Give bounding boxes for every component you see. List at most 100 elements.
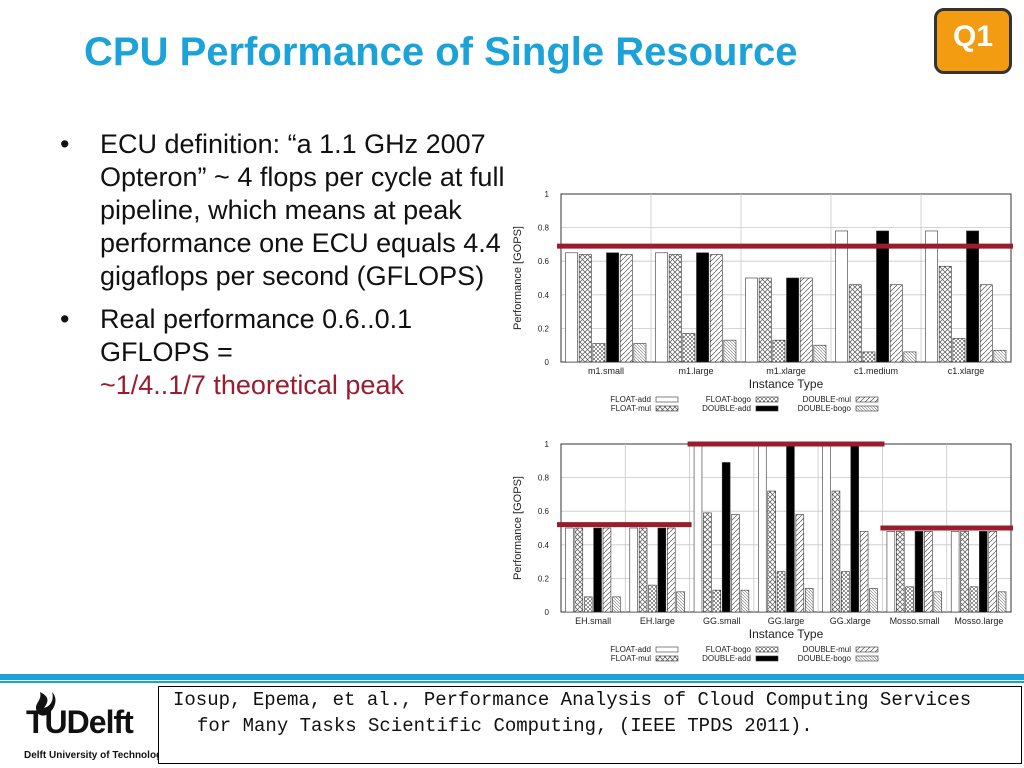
x-tick-label: m1.large <box>678 366 713 376</box>
y-tick-label: 0.6 <box>538 507 550 516</box>
bar-float-mul-mosso-small <box>896 531 905 613</box>
bar-float-bogo-eh-large <box>648 584 657 613</box>
bullet-ecu-definition: • ECU definition: “a 1.1 GHz 2007 Optero… <box>56 128 506 293</box>
y-tick-label: 0 <box>545 358 550 367</box>
bar-float-bogo-c1-xlarge <box>952 338 966 363</box>
bar-float-mul-mosso-large <box>960 531 969 613</box>
bar-float-add-gg-large <box>758 443 767 613</box>
bar-float-add-m1-small <box>565 252 578 363</box>
bar-float-mul-gg-small <box>703 512 712 613</box>
slide-title: CPU Performance of Single Resource <box>84 30 798 74</box>
bar-double-mul-gg-large <box>795 514 805 613</box>
bar-float-mul-gg-large <box>767 490 776 613</box>
chart-top: Performance [GOPS] 0 0.2 0.4 0.6 0.8 1 m1.small… <box>512 190 1013 413</box>
footer-bar <box>0 674 1024 680</box>
bar-double-add-eh-large <box>657 527 667 613</box>
legend-label-float-bogo: FLOAT-bogo <box>706 645 752 654</box>
bullet-marker: • <box>60 129 70 159</box>
bullet-highlight: ~1/4..1/7 theoretical peak <box>100 370 404 400</box>
question-badge-label: Q1 <box>952 20 994 53</box>
x-tick-label: EH.large <box>640 616 675 626</box>
legend-swatch-double-bogo <box>855 405 879 412</box>
legend-swatch-float-bogo <box>755 396 779 403</box>
x-tick-label: GG.large <box>768 616 805 626</box>
y-tick-label: 0.6 <box>538 257 550 266</box>
bar-double-mul-c1-xlarge <box>979 284 993 363</box>
y-axis-label: Performance [GOPS] <box>512 226 524 330</box>
bar-float-bogo-m1-small <box>592 343 606 363</box>
bar-double-add-gg-xlarge <box>850 443 859 613</box>
x-tick-label: c1.medium <box>854 366 898 376</box>
bullet-list: • ECU definition: “a 1.1 GHz 2007 Optero… <box>56 128 506 412</box>
bar-double-add-eh-small <box>593 527 602 613</box>
footer-bar-thin <box>0 681 1024 683</box>
y-tick-label: 1 <box>545 190 550 199</box>
y-tick-label: 1 <box>545 440 550 449</box>
bar-double-bogo-c1-xlarge <box>993 349 1007 363</box>
y-tick-label: 0.2 <box>538 324 550 333</box>
x-tick-label: c1.xlarge <box>948 366 985 376</box>
bar-double-add-m1-xlarge <box>786 277 799 363</box>
legend-swatch-double-mul <box>855 646 879 653</box>
legend-swatch-float-bogo <box>755 646 779 653</box>
bar-float-add-c1-medium <box>835 230 848 363</box>
bar-float-mul-eh-small <box>574 527 584 613</box>
legend-label-double-add: DOUBLE-add <box>702 654 751 663</box>
y-tick-label: 0.4 <box>538 541 550 550</box>
bar-double-add-mosso-small <box>914 531 924 613</box>
y-tick-label: 0.2 <box>538 574 550 583</box>
bullet-real-performance: • Real performance 0.6..0.1 GFLOPS = ~1/… <box>56 303 506 402</box>
bar-double-bogo-m1-small <box>633 343 647 363</box>
legend-swatch-double-mul <box>855 396 879 403</box>
bar-float-bogo-mosso-large <box>969 586 979 613</box>
bar-double-bogo-mosso-small <box>933 591 943 613</box>
legend-label-double-add: DOUBLE-add <box>702 404 751 413</box>
y-axis-label: Performance [GOPS] <box>512 476 524 580</box>
bar-float-mul-m1-large <box>668 254 682 363</box>
legend-label-double-mul: DOUBLE-mul <box>803 395 852 404</box>
bar-double-mul-mosso-large <box>988 531 997 613</box>
x-tick-label: m1.small <box>588 366 624 376</box>
bar-double-mul-c1-medium <box>889 284 903 363</box>
legend-label-float-add: FLOAT-add <box>610 395 651 404</box>
bar-float-add-m1-large <box>655 252 668 363</box>
legend-label-float-bogo: FLOAT-bogo <box>706 395 752 404</box>
bar-float-bogo-m1-xlarge <box>772 339 786 363</box>
bar-float-add-gg-small <box>693 443 703 613</box>
bullet-text: ECU definition: “a 1.1 GHz 2007 Opteron”… <box>100 129 505 291</box>
legend-swatch-float-mul <box>655 655 679 662</box>
legend-swatch-float-mul <box>655 405 679 412</box>
question-badge: Q1 <box>934 8 1012 74</box>
legend-swatch-float-add <box>655 646 679 653</box>
legend-label-float-add: FLOAT-add <box>610 645 651 654</box>
legend-swatch-float-add <box>655 396 679 403</box>
bar-float-bogo-c1-medium <box>862 351 876 363</box>
x-tick-label: Mosso.large <box>954 616 1003 626</box>
legend-swatch-double-bogo <box>855 655 879 662</box>
legend-label-float-mul: FLOAT-mul <box>611 404 652 413</box>
legend-swatch-double-add <box>755 655 779 662</box>
logo-subtext: Delft University of Technology <box>24 750 168 761</box>
bar-double-add-gg-large <box>786 443 795 613</box>
bar-double-mul-mosso-small <box>924 531 933 613</box>
bar-double-add-c1-xlarge <box>966 230 979 363</box>
legend-label-double-bogo: DOUBLE-bogo <box>798 404 852 413</box>
bar-double-bogo-gg-xlarge <box>869 588 878 613</box>
bar-double-bogo-m1-large <box>723 339 737 363</box>
x-axis-label: Instance Type <box>749 377 824 391</box>
bar-float-add-gg-xlarge <box>822 443 831 613</box>
bar-double-add-c1-medium <box>876 230 889 363</box>
bar-float-mul-m1-small <box>578 254 592 363</box>
chart-bottom: Performance [GOPS] 0 0.2 0.4 0.6 0.8 1 EH.small… <box>512 440 1013 663</box>
bar-double-add-m1-large <box>696 252 709 363</box>
x-tick-label: EH.small <box>575 616 611 626</box>
bar-double-bogo-eh-small <box>612 596 621 613</box>
bar-float-add-mosso-large <box>950 531 960 613</box>
bar-float-mul-eh-large <box>638 527 648 613</box>
flame-icon <box>36 692 56 716</box>
citation: Iosup, Epema, et al., Performance Analys… <box>158 686 1022 764</box>
bar-float-mul-gg-xlarge <box>831 490 841 613</box>
bullet-marker: • <box>60 304 70 334</box>
bar-float-mul-c1-xlarge <box>938 265 952 363</box>
bar-double-mul-eh-large <box>667 527 676 613</box>
